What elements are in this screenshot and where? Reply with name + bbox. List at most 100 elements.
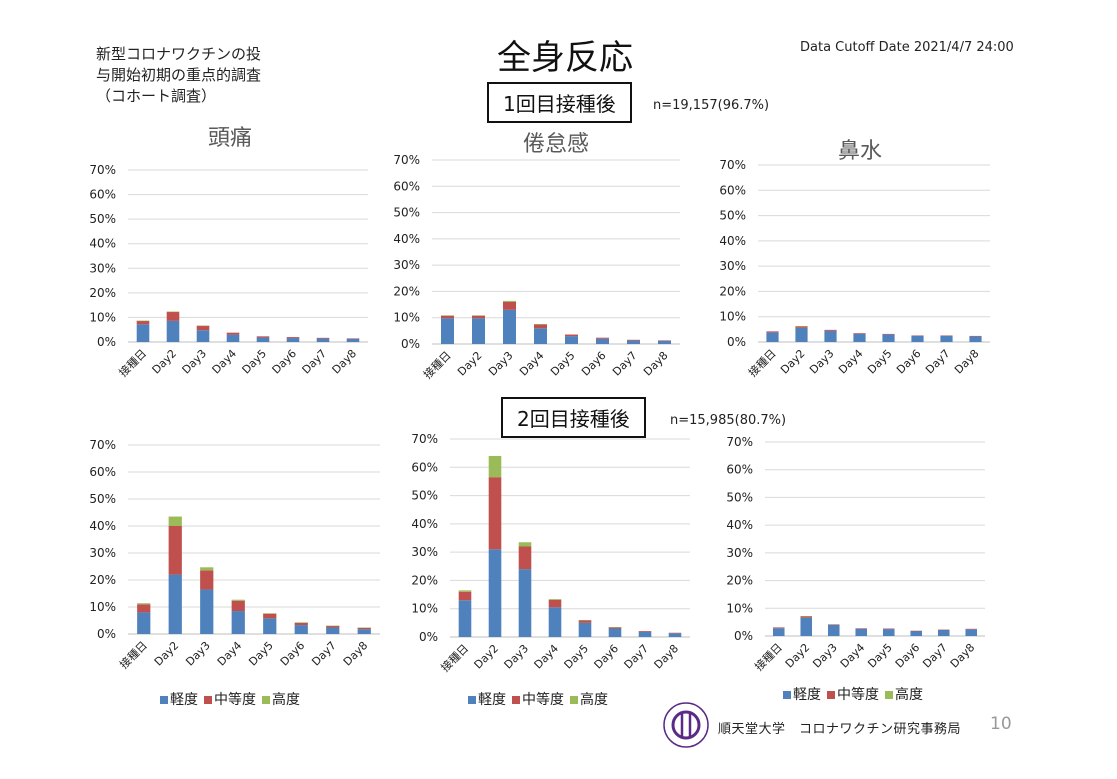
- y-tick-label: 40%: [411, 517, 438, 531]
- chart-title: 鼻水: [838, 139, 882, 164]
- bar-segment: [518, 542, 532, 547]
- y-tick-label: 40%: [89, 519, 116, 533]
- bar-segment: [533, 328, 548, 344]
- x-tick-label: Day5: [240, 347, 270, 377]
- legend-headache-dose2: 軽度 中等度 高度: [160, 689, 300, 709]
- y-tick-label: 30%: [89, 546, 116, 560]
- legend-fatigue-dose2: 軽度 中等度 高度: [468, 689, 608, 709]
- x-tick-label: Day8: [641, 349, 671, 379]
- bar-segment: [166, 311, 180, 313]
- x-tick-label: Day3: [810, 641, 840, 671]
- bar-segment: [882, 333, 895, 335]
- bar-segment: [166, 320, 180, 342]
- bar-segment: [608, 627, 622, 628]
- bar-segment: [263, 618, 277, 634]
- slide-subtitle: 新型コロナワクチンの投 与開始初期の重点的調査 （コホート調査）: [96, 45, 262, 105]
- legend-item-moderate: 中等度: [827, 684, 879, 704]
- y-tick-label: 10%: [393, 311, 420, 325]
- x-tick-label: Day4: [836, 347, 866, 377]
- y-tick-label: 40%: [719, 234, 746, 248]
- bar-segment: [196, 325, 210, 327]
- x-tick-label: Day2: [472, 642, 502, 672]
- bar-segment: [937, 629, 950, 631]
- bar-segment: [316, 338, 330, 342]
- bar-segment: [824, 329, 837, 331]
- x-tick-label: Day4: [532, 642, 562, 672]
- x-tick-label: Day5: [246, 639, 276, 669]
- y-tick-label: 50%: [393, 206, 420, 220]
- bar-segment: [488, 455, 502, 478]
- bar-segment: [940, 335, 953, 336]
- bar-segment: [657, 340, 672, 344]
- y-tick-label: 0%: [734, 629, 753, 643]
- bar-segment: [595, 337, 610, 339]
- bar-segment: [548, 599, 562, 600]
- bar-segment: [168, 526, 182, 575]
- x-tick-label: Day8: [652, 642, 682, 672]
- dose1-label: 1回目接種後: [487, 82, 632, 123]
- y-tick-label: 0%: [97, 627, 116, 641]
- legend-label-severe: 高度: [272, 692, 300, 708]
- bar-segment: [488, 477, 502, 550]
- y-tick-label: 30%: [411, 545, 438, 559]
- y-tick-label: 30%: [393, 258, 420, 272]
- y-tick-label: 10%: [726, 601, 753, 615]
- x-tick-label: Day6: [579, 349, 609, 379]
- bar-segment: [471, 318, 486, 344]
- bar-segment: [357, 627, 371, 630]
- bar-segment: [657, 340, 672, 341]
- bar-segment: [766, 331, 779, 333]
- bar-segment: [326, 625, 340, 628]
- legend-label-moderate: 中等度: [522, 692, 564, 708]
- legend-label-severe: 高度: [895, 687, 923, 703]
- bar-segment: [326, 625, 340, 627]
- y-tick-label: 0%: [97, 335, 116, 349]
- x-tick-label: Day4: [517, 349, 547, 379]
- y-tick-label: 20%: [393, 284, 420, 298]
- legend-item-severe: 高度: [570, 689, 608, 709]
- y-tick-label: 40%: [89, 237, 116, 251]
- bar-segment: [564, 334, 579, 337]
- x-tick-label: Day7: [309, 639, 339, 669]
- y-tick-label: 50%: [719, 209, 746, 223]
- bar-segment: [286, 338, 300, 342]
- page-number: 10: [990, 714, 1012, 734]
- y-tick-label: 0%: [727, 335, 746, 349]
- x-tick-label: Day6: [893, 641, 923, 671]
- y-tick-label: 70%: [393, 153, 420, 167]
- bar-segment: [200, 570, 214, 590]
- y-tick-label: 10%: [89, 600, 116, 614]
- bar-segment: [458, 591, 472, 601]
- x-tick-label: Day2: [455, 349, 485, 379]
- x-tick-label: Day7: [920, 641, 950, 671]
- y-tick-label: 60%: [89, 465, 116, 479]
- y-tick-label: 50%: [89, 492, 116, 506]
- bar-segment: [136, 320, 150, 325]
- bar-segment: [502, 300, 517, 302]
- bar-segment: [137, 604, 151, 613]
- legend-item-mild: 軽度: [783, 684, 821, 704]
- chart-rhinorrhea-dose1: 鼻水 0% 10% 20% 30% 40% 50% 60% 70% 接種日 Day2 Day3 Day4…: [719, 139, 990, 379]
- bar-segment: [294, 625, 308, 634]
- y-tick-label: 70%: [89, 163, 116, 177]
- x-tick-label: 接種日: [116, 346, 149, 379]
- bar-segment: [795, 326, 808, 327]
- bar-segment: [626, 339, 641, 341]
- bar-segment: [668, 632, 682, 634]
- bar-segment: [326, 627, 340, 634]
- bar-segment: [965, 628, 978, 630]
- chart-fatigue-dose2: 0%10%20%30%40%50%60%70%接種日 Day2 Day3 Day4 Da…: [411, 432, 690, 674]
- x-tick-label: 接種日: [745, 346, 778, 379]
- bar-segment: [518, 546, 532, 570]
- bar-segment: [800, 616, 813, 617]
- legend-item-moderate: 中等度: [204, 689, 256, 709]
- bar-segment: [533, 324, 548, 325]
- bar-segment: [638, 631, 652, 632]
- footer-organization: 順天堂大学 コロナワクチン研究事務局: [718, 722, 962, 737]
- bar-segment: [440, 315, 455, 316]
- bar-segment: [969, 336, 982, 342]
- x-tick-label: Day6: [592, 642, 622, 672]
- x-tick-label: Day8: [341, 639, 371, 669]
- x-tick-label: Day6: [270, 347, 300, 377]
